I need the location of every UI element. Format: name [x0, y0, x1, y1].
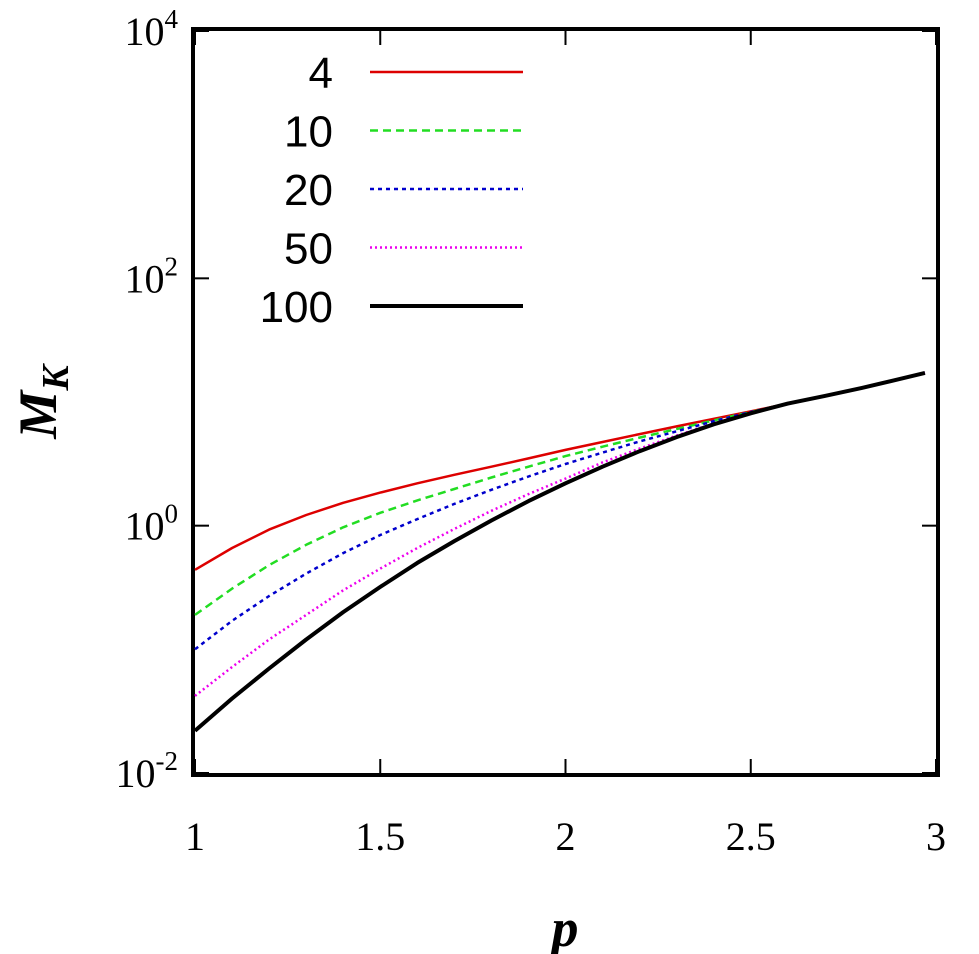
plot-area — [191, 27, 940, 777]
y-tick-label: 10-2 — [116, 746, 179, 796]
legend-label-10: 10 — [284, 108, 333, 157]
series-line-100 — [193, 370, 926, 733]
legend-label-20: 20 — [284, 166, 333, 215]
legend: 4 10 20 50 100 — [260, 49, 523, 332]
y-axis-title: MK — [8, 363, 77, 440]
x-tick-label: 3 — [926, 814, 946, 859]
series-layer — [193, 370, 926, 733]
y-axis-title-sub: K — [35, 363, 77, 392]
y-tick-label: 100 — [125, 499, 179, 549]
x-tick-label: 1 — [185, 814, 205, 859]
svg-text:MK: MK — [8, 363, 77, 440]
x-tick-label: 1.5 — [355, 814, 405, 859]
x-axis-title: p — [548, 898, 579, 954]
legend-label-4: 4 — [309, 49, 333, 98]
x-tick-label: 2 — [556, 814, 576, 859]
y-tick-label: 102 — [125, 251, 179, 301]
x-tick-label: 2.5 — [726, 814, 776, 859]
legend-label-100: 100 — [260, 283, 333, 332]
legend-label-50: 50 — [284, 225, 333, 274]
y-tick-label: 104 — [125, 4, 179, 54]
y-axis-title-main: M — [8, 389, 68, 440]
series-line-10 — [194, 371, 926, 616]
